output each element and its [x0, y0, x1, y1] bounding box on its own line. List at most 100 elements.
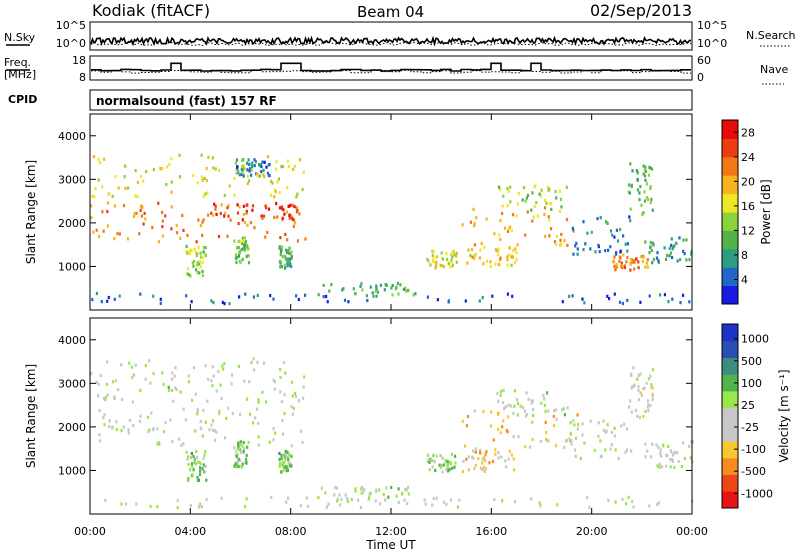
power-cell — [234, 253, 237, 257]
velocity-cell — [245, 497, 248, 501]
freq-label: Freq. — [4, 56, 31, 69]
cpid-text: normalsound (fast) 157 RF — [96, 94, 277, 108]
power-cell — [285, 250, 289, 254]
velocity-cell — [428, 460, 431, 464]
power-cell — [636, 178, 639, 182]
power-cell — [365, 294, 368, 298]
velocity-cell — [512, 435, 515, 439]
velocity-cell — [268, 440, 271, 444]
power-cell — [111, 194, 114, 198]
velocity-cell — [149, 381, 152, 385]
velocity-cell — [434, 468, 437, 472]
velocity-cell — [245, 457, 248, 462]
velocity-cell — [553, 409, 556, 413]
power-cell — [604, 249, 607, 253]
velocity-cell — [200, 505, 203, 509]
power-cell — [204, 254, 207, 258]
power-cell — [264, 235, 267, 239]
power-cell — [140, 214, 143, 218]
power-cell — [596, 217, 599, 221]
velocity-cell — [227, 406, 230, 410]
velocity-cell — [467, 468, 470, 472]
power-cell — [238, 173, 241, 177]
power-colorbar-tick-label: 20 — [741, 175, 755, 188]
freq-tick-bottom: 8 — [79, 71, 86, 84]
velocity-cell — [532, 413, 535, 417]
velocity-cell — [147, 415, 150, 419]
velocity-cell — [167, 388, 171, 392]
velocity-y-axis-label: Slant Range [km] — [24, 364, 38, 468]
power-cell — [123, 175, 126, 179]
velocity-cell — [197, 478, 200, 482]
power-cell — [102, 229, 105, 233]
velocity-cell — [225, 416, 228, 420]
velocity-cell — [279, 461, 282, 466]
velocity-cell — [213, 438, 217, 442]
velocity-cell — [670, 450, 673, 454]
power-cell — [434, 266, 437, 270]
velocity-cell — [187, 477, 190, 481]
power-cell — [193, 259, 196, 264]
power-cell — [455, 251, 458, 255]
power-cell — [432, 250, 435, 254]
power-cell — [117, 186, 120, 190]
power-cell — [293, 205, 296, 209]
velocity-cell — [607, 498, 610, 503]
velocity-cell — [108, 419, 111, 423]
power-cell — [175, 224, 178, 228]
velocity-region — [320, 485, 410, 502]
velocity-cell — [473, 466, 476, 471]
velocity-cell — [199, 469, 202, 473]
power-cell — [640, 203, 643, 207]
velocity-cell — [191, 398, 194, 402]
nsearch-label: N.Search — [746, 29, 796, 42]
power-cell — [170, 157, 173, 161]
power-cell — [243, 236, 246, 240]
velocity-cell — [440, 463, 443, 468]
power-cell — [435, 255, 438, 259]
power-cell — [548, 234, 551, 238]
power-cell — [201, 175, 204, 179]
power-cell — [281, 216, 284, 220]
power-cell — [202, 246, 205, 250]
velocity-cell — [563, 445, 566, 450]
velocity-cell — [180, 443, 183, 447]
velocity-cell — [171, 371, 174, 375]
velocity-cell — [191, 465, 194, 469]
velocity-cell — [199, 466, 202, 470]
power-cell — [341, 288, 344, 292]
velocity-cell — [630, 385, 634, 389]
power-cell — [450, 261, 453, 265]
velocity-cell — [660, 465, 664, 469]
velocity-cell — [299, 429, 302, 433]
velocity-cell — [445, 468, 448, 472]
velocity-cell — [481, 468, 484, 472]
power-region — [91, 153, 305, 199]
velocity-cell — [346, 499, 349, 504]
power-cell — [611, 233, 614, 237]
velocity-cell — [613, 434, 616, 438]
power-cell — [485, 259, 489, 263]
power-cell — [612, 259, 616, 263]
power-cell — [92, 230, 95, 234]
velocity-cell — [634, 408, 637, 412]
power-cell — [139, 174, 143, 178]
power-cell — [283, 254, 286, 258]
power-cell — [414, 292, 417, 296]
velocity-cell — [465, 457, 468, 461]
velocity-cell — [158, 441, 161, 445]
power-cell — [187, 273, 190, 277]
power-cell — [235, 158, 239, 162]
power-cell — [372, 294, 375, 298]
power-cell — [236, 165, 239, 169]
power-cell — [531, 191, 534, 195]
power-cell — [499, 219, 502, 223]
power-cell — [613, 255, 616, 259]
power-cell — [242, 174, 245, 178]
noise-tick-top-right: 10^5 — [697, 19, 727, 32]
power-cell — [347, 300, 350, 304]
power-cell — [136, 181, 139, 185]
power-cell — [427, 259, 430, 263]
power-cell — [302, 170, 305, 174]
power-cell — [202, 250, 205, 254]
